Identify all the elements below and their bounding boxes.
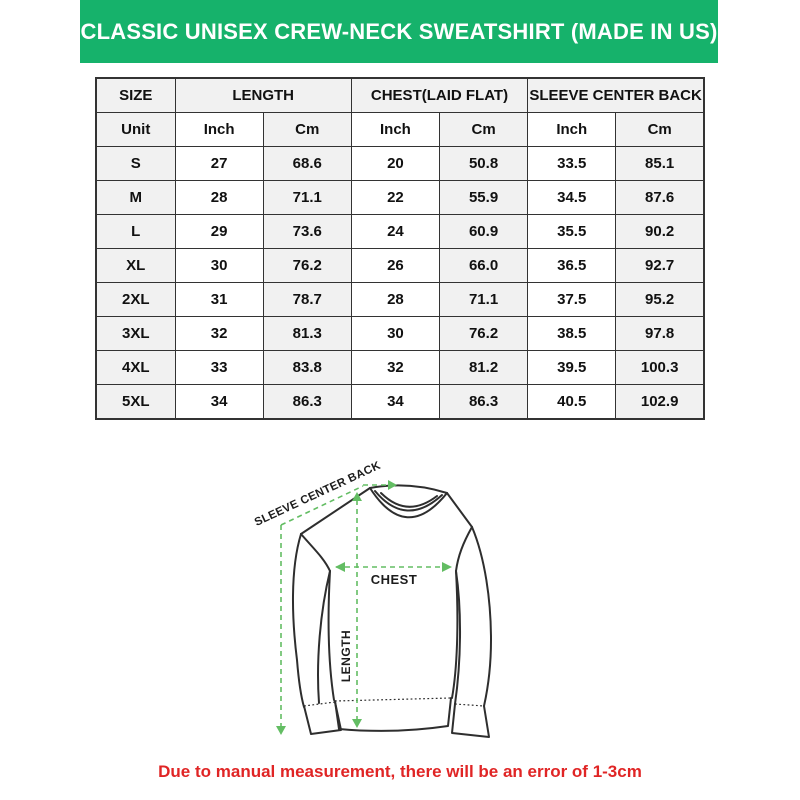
value-cell: 102.9 (615, 384, 705, 420)
value-cell: 55.9 (438, 180, 529, 215)
size-cell: M (95, 180, 176, 215)
value-cell: 81.2 (438, 350, 529, 385)
size-cell: S (95, 146, 176, 181)
table-row: S 27 68.6 20 50.8 33.5 85.1 (95, 146, 705, 181)
value-cell: 92.7 (615, 248, 705, 283)
value-cell: 86.3 (262, 384, 352, 420)
value-cell: 100.3 (615, 350, 705, 385)
title-banner: CLASSIC UNISEX CREW-NECK SWEATSHIRT (MAD… (80, 0, 718, 63)
chest-label: CHEST (371, 572, 418, 587)
size-chart-table: SIZE LENGTH CHEST(LAID FLAT) SLEEVE CENT… (95, 77, 705, 420)
value-cell: 66.0 (438, 248, 529, 283)
value-cell: 60.9 (438, 214, 529, 249)
length-label: LENGTH (339, 630, 353, 682)
unit-cell: Inch (174, 112, 264, 147)
value-cell: 26 (350, 248, 441, 283)
value-cell: 87.6 (615, 180, 705, 215)
unit-row: Unit Inch Cm Inch Cm Inch Cm (95, 112, 705, 147)
col-header-size: SIZE (95, 77, 176, 113)
value-cell: 22 (350, 180, 441, 215)
sweatshirt-measurement-diagram: SLEEVE CENTER BACK CHEST LENGTH (253, 460, 492, 738)
value-cell: 28 (350, 282, 441, 317)
table-row: M 28 71.1 22 55.9 34.5 87.6 (95, 180, 705, 215)
measurement-note: Due to manual measurement, there will be… (158, 762, 642, 781)
chest-guide (335, 562, 452, 572)
size-cell: L (95, 214, 176, 249)
table-row: 2XL 31 78.7 28 71.1 37.5 95.2 (95, 282, 705, 317)
size-cell: XL (95, 248, 176, 283)
value-cell: 81.3 (262, 316, 352, 351)
table-header-row: SIZE LENGTH CHEST(LAID FLAT) SLEEVE CENT… (95, 77, 705, 113)
sleeve-center-back-label: SLEEVE CENTER BACK (253, 460, 383, 529)
value-cell: 37.5 (527, 282, 617, 317)
value-cell: 33.5 (527, 146, 617, 181)
table-row: 4XL 33 83.8 32 81.2 39.5 100.3 (95, 350, 705, 385)
value-cell: 76.2 (262, 248, 352, 283)
value-cell: 34 (174, 384, 264, 420)
unit-cell: Cm (438, 112, 529, 147)
size-cell: 2XL (95, 282, 176, 317)
value-cell: 38.5 (527, 316, 617, 351)
value-cell: 28 (174, 180, 264, 215)
unit-cell: Cm (615, 112, 705, 147)
size-cell: 5XL (95, 384, 176, 420)
page-title: CLASSIC UNISEX CREW-NECK SWEATSHIRT (MAD… (80, 18, 718, 44)
value-cell: 30 (350, 316, 441, 351)
size-cell: 4XL (95, 350, 176, 385)
value-cell: 33 (174, 350, 264, 385)
value-cell: 97.8 (615, 316, 705, 351)
table-row: 3XL 32 81.3 30 76.2 38.5 97.8 (95, 316, 705, 351)
value-cell: 32 (350, 350, 441, 385)
value-cell: 40.5 (527, 384, 617, 420)
value-cell: 85.1 (615, 146, 705, 181)
sleeve-center-back-guide (276, 480, 397, 735)
length-guide (352, 492, 362, 728)
value-cell: 76.2 (438, 316, 529, 351)
unit-cell: Unit (95, 112, 176, 147)
value-cell: 24 (350, 214, 441, 249)
value-cell: 30 (174, 248, 264, 283)
value-cell: 71.1 (262, 180, 352, 215)
value-cell: 31 (174, 282, 264, 317)
unit-cell: Cm (262, 112, 352, 147)
col-header-length: LENGTH (174, 77, 352, 113)
unit-cell: Inch (527, 112, 617, 147)
col-header-sleeve: SLEEVE CENTER BACK (527, 77, 705, 113)
value-cell: 71.1 (438, 282, 529, 317)
value-cell: 68.6 (262, 146, 352, 181)
value-cell: 35.5 (527, 214, 617, 249)
value-cell: 36.5 (527, 248, 617, 283)
value-cell: 73.6 (262, 214, 352, 249)
value-cell: 34.5 (527, 180, 617, 215)
value-cell: 29 (174, 214, 264, 249)
sweatshirt-outline-icon (292, 484, 492, 738)
value-cell: 50.8 (438, 146, 529, 181)
value-cell: 83.8 (262, 350, 352, 385)
value-cell: 39.5 (527, 350, 617, 385)
size-cell: 3XL (95, 316, 176, 351)
table-row: XL 30 76.2 26 66.0 36.5 92.7 (95, 248, 705, 283)
value-cell: 95.2 (615, 282, 705, 317)
value-cell: 34 (350, 384, 441, 420)
value-cell: 20 (350, 146, 441, 181)
col-header-chest: CHEST(LAID FLAT) (350, 77, 529, 113)
value-cell: 86.3 (438, 384, 529, 420)
value-cell: 27 (174, 146, 264, 181)
value-cell: 78.7 (262, 282, 352, 317)
table-row: L 29 73.6 24 60.9 35.5 90.2 (95, 214, 705, 249)
unit-cell: Inch (350, 112, 441, 147)
table-row: 5XL 34 86.3 34 86.3 40.5 102.9 (95, 384, 705, 420)
value-cell: 32 (174, 316, 264, 351)
value-cell: 90.2 (615, 214, 705, 249)
